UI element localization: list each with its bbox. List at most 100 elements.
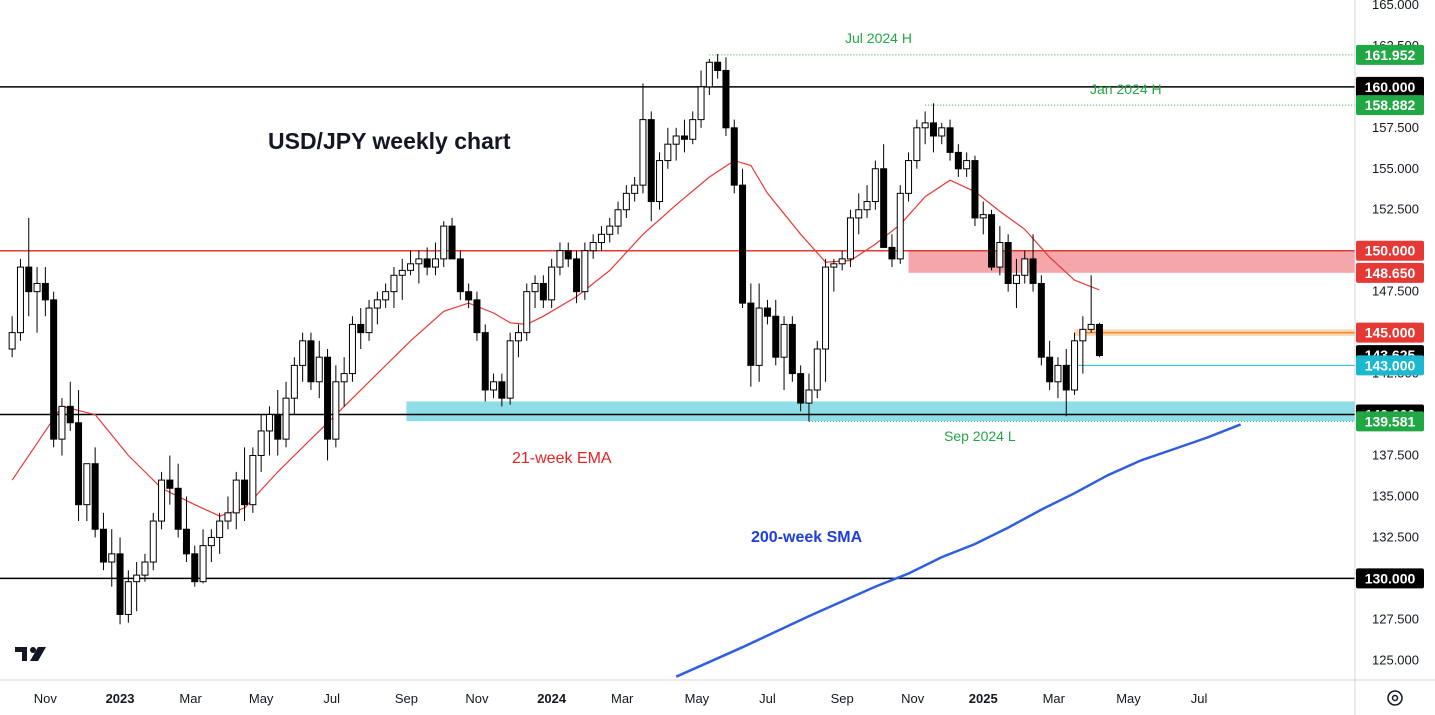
tv-logo-mark bbox=[15, 647, 27, 661]
candle-body-up bbox=[207, 536, 215, 547]
settings-gear-icon[interactable] bbox=[1387, 690, 1403, 706]
candle bbox=[50, 291, 58, 448]
candle bbox=[423, 247, 431, 276]
candle bbox=[1029, 234, 1037, 292]
candle bbox=[232, 471, 240, 530]
price-tag-bg bbox=[1356, 44, 1424, 65]
candle-body-up bbox=[141, 561, 149, 576]
candle bbox=[755, 283, 763, 382]
time-tick-label: Nov bbox=[465, 691, 489, 706]
candle-body-up bbox=[846, 217, 854, 260]
candle-body-up bbox=[407, 263, 415, 271]
candle bbox=[763, 299, 771, 325]
candle-body-up bbox=[158, 479, 166, 522]
candle bbox=[1079, 316, 1087, 374]
candle-body-down bbox=[473, 299, 481, 334]
price-tag: 161.952 bbox=[1356, 44, 1424, 65]
candle-body-up bbox=[1012, 274, 1020, 284]
price-tag-label: 158.882 bbox=[1365, 97, 1416, 113]
candle bbox=[672, 127, 680, 161]
candle-body-up bbox=[373, 299, 381, 309]
price-tag: 160.000 bbox=[1356, 76, 1424, 97]
price-tag-label: 130.000 bbox=[1365, 570, 1416, 586]
time-tick-label: May bbox=[249, 691, 274, 706]
time-axis[interactable]: Nov 2023 Mar May Jul Sep Nov 2024 Mar May Jul Sep No… bbox=[0, 679, 1435, 706]
tradingview-logo[interactable] bbox=[15, 647, 46, 661]
candle bbox=[498, 373, 506, 407]
time-tick-label: May bbox=[1116, 691, 1141, 706]
candle-body-up bbox=[556, 250, 564, 268]
candle bbox=[1062, 349, 1070, 417]
candle bbox=[116, 537, 124, 625]
candle bbox=[880, 144, 888, 248]
sep-2024-low-label: Sep 2024 L bbox=[944, 428, 1016, 444]
candle bbox=[241, 447, 249, 522]
candle-body-down bbox=[772, 315, 780, 358]
candle-body-up bbox=[979, 214, 987, 219]
candle-body-down bbox=[539, 282, 547, 301]
candle-body-down bbox=[747, 302, 755, 366]
candle bbox=[257, 414, 265, 472]
candle-body-up bbox=[1054, 364, 1062, 383]
price-tag-bg bbox=[1356, 240, 1424, 261]
candle bbox=[324, 349, 332, 461]
candle-body-up bbox=[365, 307, 373, 334]
candle-body-down bbox=[714, 61, 722, 71]
candle-body-down bbox=[797, 373, 805, 404]
candle-body-up bbox=[124, 581, 132, 615]
candle-body-up bbox=[656, 160, 664, 203]
candle-body-up bbox=[705, 61, 713, 88]
candle bbox=[921, 111, 929, 145]
candle bbox=[1054, 357, 1062, 399]
candle bbox=[855, 193, 863, 235]
candle-body-up bbox=[581, 250, 589, 293]
price-tag-bg bbox=[1356, 411, 1424, 432]
candle-body-down bbox=[573, 258, 581, 293]
candle-body-up bbox=[780, 323, 788, 358]
candle-body-up bbox=[822, 266, 830, 350]
candle bbox=[448, 217, 456, 260]
candle-body-down bbox=[880, 168, 888, 248]
candle bbox=[938, 122, 946, 145]
candle-body-down bbox=[50, 299, 58, 440]
candle-body-up bbox=[108, 553, 116, 563]
price-tag-bg bbox=[1356, 322, 1424, 343]
candle bbox=[805, 373, 813, 422]
candle-body-down bbox=[1004, 242, 1012, 284]
candle bbox=[971, 155, 979, 227]
candle bbox=[838, 250, 846, 271]
price-tag-bg bbox=[1356, 76, 1424, 97]
candle-body-up bbox=[672, 135, 680, 145]
candle bbox=[407, 250, 415, 276]
candle bbox=[597, 226, 605, 251]
candle bbox=[166, 455, 174, 505]
candle bbox=[25, 217, 33, 317]
price-tag: 145.000 bbox=[1356, 322, 1424, 343]
candle-body-down bbox=[564, 250, 572, 260]
price-tag: 143.000 bbox=[1356, 355, 1424, 376]
candle bbox=[913, 119, 921, 169]
candle-body-down bbox=[324, 356, 332, 440]
candle-body-up bbox=[913, 127, 921, 162]
candle bbox=[556, 242, 564, 276]
candle bbox=[822, 258, 830, 382]
price-tag-bg bbox=[1356, 568, 1424, 589]
candle bbox=[282, 381, 290, 448]
candle-body-down bbox=[465, 291, 473, 301]
time-tick-label: 2024 bbox=[537, 691, 567, 706]
candle bbox=[929, 103, 937, 153]
candle bbox=[1004, 234, 1012, 292]
candle bbox=[730, 119, 738, 194]
candle bbox=[75, 389, 83, 522]
candle-body-down bbox=[1029, 258, 1037, 284]
candle-body-up bbox=[905, 160, 913, 194]
candle-body-up bbox=[664, 143, 672, 162]
candle bbox=[124, 570, 132, 623]
time-tick-label: Nov bbox=[34, 691, 58, 706]
candle-body-down bbox=[1046, 356, 1054, 383]
candle bbox=[581, 242, 589, 300]
tv-logo-slash bbox=[30, 647, 46, 661]
candle bbox=[614, 201, 622, 235]
candle bbox=[141, 553, 149, 582]
candle bbox=[813, 340, 821, 399]
